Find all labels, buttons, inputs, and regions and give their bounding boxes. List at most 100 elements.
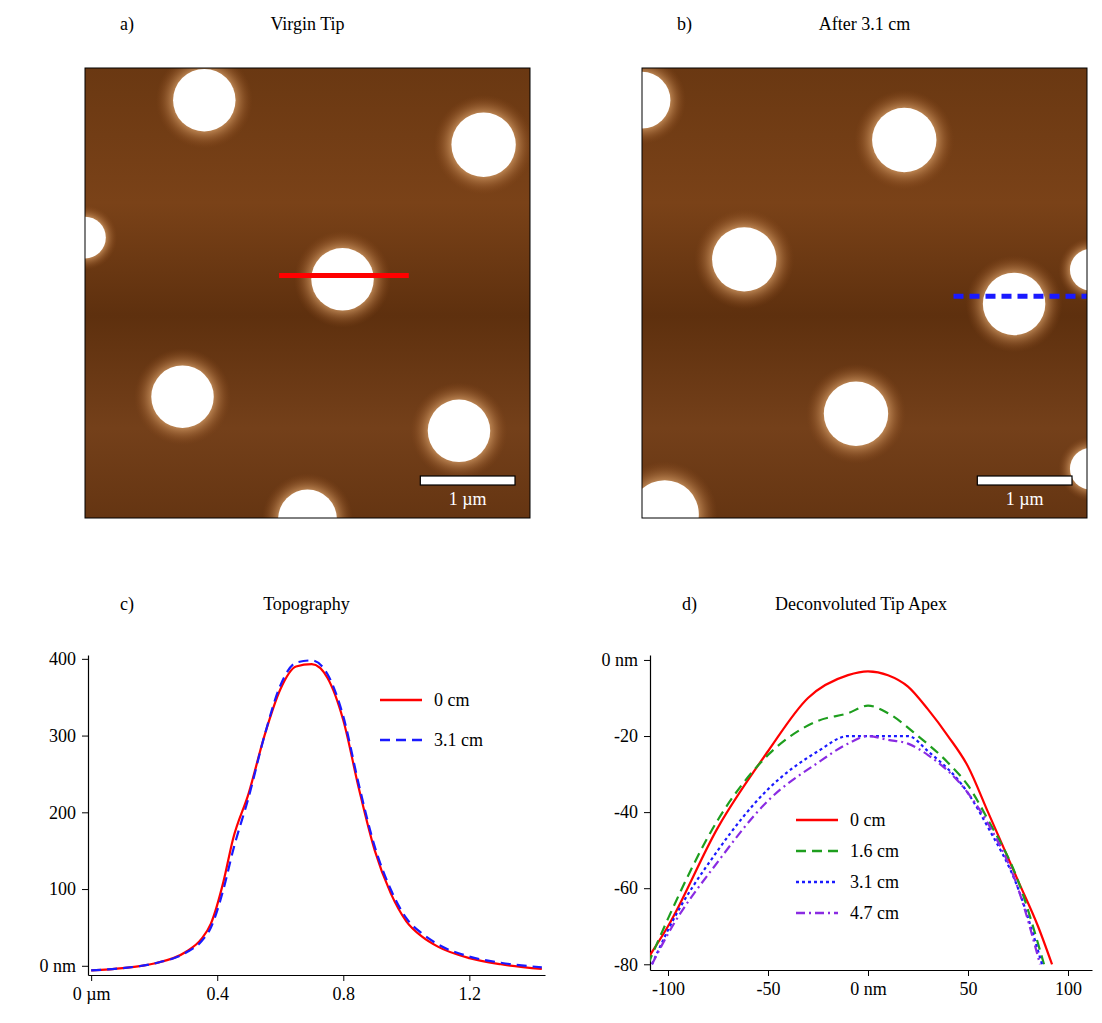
tick-label: 1.2 [459, 984, 482, 1004]
tick: 400 [49, 649, 88, 669]
tick: 0.8 [333, 975, 356, 1004]
particle [428, 400, 490, 462]
tick-mark [644, 964, 650, 965]
tick-mark [644, 660, 650, 661]
tick-mark [644, 812, 650, 813]
tick-label: 100 [49, 879, 76, 899]
particle [311, 248, 373, 310]
tick: -40 [614, 802, 650, 822]
particle [642, 72, 670, 129]
series-line [650, 706, 1044, 965]
legend-swatch [380, 699, 422, 702]
tick-mark [644, 888, 650, 889]
tick: 100 [49, 879, 88, 899]
legend-label: 3.1 cm [850, 872, 899, 892]
series-line [652, 736, 1042, 964]
legend-swatch [796, 881, 838, 884]
particle [872, 108, 936, 172]
tick: 200 [49, 803, 88, 823]
panel-title: After 3.1 cm [819, 14, 910, 34]
tick-label: 0 µm [73, 984, 111, 1004]
particle-halo [642, 68, 686, 144]
particle [451, 113, 515, 177]
tick: 0.4 [206, 975, 229, 1004]
tick-mark [82, 966, 88, 967]
tick-label: -80 [614, 955, 638, 975]
tick: -100 [652, 970, 685, 999]
particle-halo [134, 348, 231, 445]
particle [1070, 249, 1087, 291]
particle [85, 217, 106, 259]
particle-halo [156, 68, 253, 149]
tick-label: 400 [49, 649, 76, 669]
tick: -80 [614, 955, 650, 975]
axis-line [651, 970, 1093, 971]
afm-image [642, 68, 1087, 518]
legend-swatch [796, 819, 838, 822]
tick-label: 0 nm [850, 979, 887, 999]
panel-letter: c) [120, 594, 134, 615]
legend-label: 1.6 cm [850, 841, 899, 861]
tick: 0 nm [39, 956, 88, 976]
legend-label: 0 cm [850, 810, 886, 830]
axis: -100 -50 0 nm 50 100 [651, 970, 1093, 999]
particle [642, 480, 699, 518]
profile-line [279, 273, 409, 278]
particle [712, 227, 776, 291]
tick-mark [82, 659, 88, 660]
tick-mark [82, 812, 88, 813]
legend-swatch [796, 850, 838, 853]
tick-mark [668, 970, 669, 976]
profile-line [954, 294, 1088, 299]
tick-label: 0.4 [206, 984, 229, 1004]
series-line [91, 664, 542, 970]
tick: -50 [757, 970, 781, 999]
series-line [652, 736, 1040, 964]
particle-halo [1059, 436, 1087, 501]
tick-label: -60 [614, 878, 638, 898]
particle [173, 69, 235, 131]
tick: 0 nm [850, 970, 887, 999]
tick: 0 nm [601, 650, 650, 670]
plot-area [650, 671, 1052, 964]
axis-line [89, 975, 546, 976]
tick-label: 100 [1055, 979, 1082, 999]
tick-label: -20 [614, 726, 638, 746]
particle-halo [806, 364, 906, 464]
particle-halo [1059, 238, 1087, 303]
particle-halo [294, 231, 391, 328]
tick: 100 [1055, 970, 1082, 999]
series-line [91, 660, 542, 970]
tick: 1.2 [459, 975, 482, 1004]
particle-halo [694, 209, 794, 309]
particle [151, 365, 213, 427]
scale-bar [420, 476, 515, 485]
legend-swatch [380, 739, 422, 742]
image-background [85, 68, 530, 518]
image-frame [642, 68, 1087, 518]
particle-halo [434, 95, 530, 195]
tick-mark [868, 970, 869, 976]
particle-halo [411, 382, 508, 479]
tick: -20 [614, 726, 650, 746]
tick-label: 0 nm [39, 956, 76, 976]
panel-title: Topography [263, 594, 350, 614]
legend: 0 cm3.1 cm [380, 690, 483, 750]
tick-label: -40 [614, 802, 638, 822]
scale-bar [977, 476, 1072, 485]
particle-halo [854, 90, 954, 190]
tick-label: 0.8 [333, 984, 356, 1004]
axis: 0 nm -20 -40 -60 -80 [601, 650, 650, 974]
tick: 50 [960, 970, 978, 999]
tick-label: 300 [49, 726, 76, 746]
panel-title: Virgin Tip [270, 14, 344, 34]
tick-mark [469, 975, 470, 981]
axis: 0 µm 0.4 0.8 1.2 [73, 975, 546, 1004]
particle-halo [966, 255, 1063, 352]
particle [983, 273, 1045, 335]
plot-area [91, 660, 542, 970]
afm-image [85, 68, 530, 518]
axis-line [650, 656, 651, 971]
tick-mark [343, 975, 344, 981]
scale-bar-label: 1 µm [449, 489, 487, 509]
